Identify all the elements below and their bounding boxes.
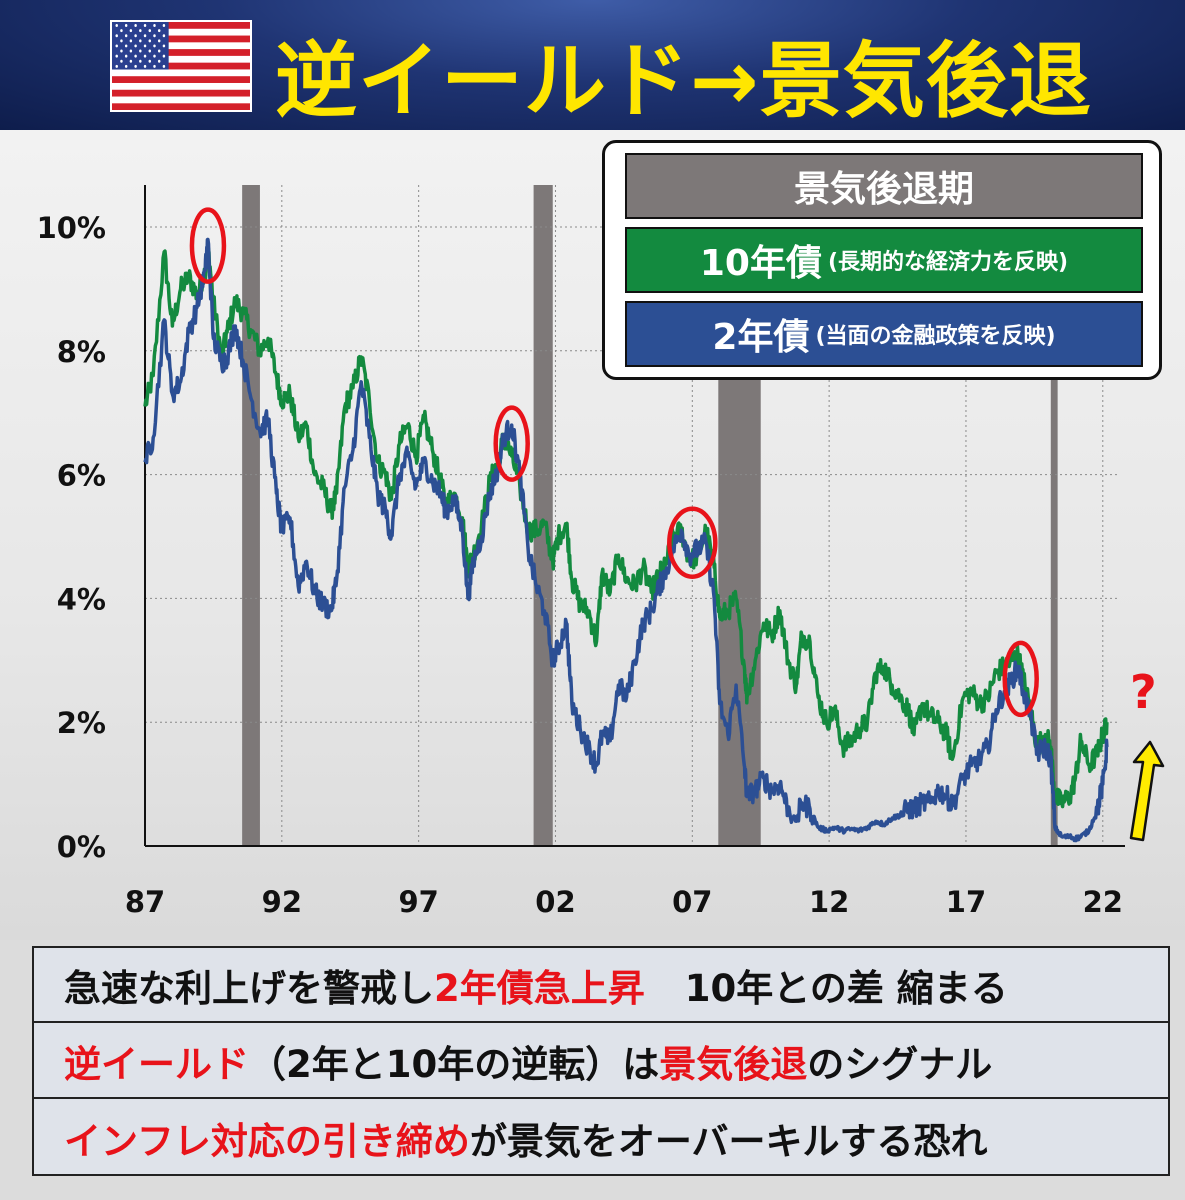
question-mark: ? [1130,665,1157,719]
summary-line-1-text-c: 10年との差 縮まる [684,966,1008,1010]
inversion-circle-3 [667,506,718,579]
summary-line-2-highlight-c: 景気後退 [659,1042,808,1086]
inversion-highlights [189,207,1039,718]
y-tick-label: 4% [57,582,106,616]
summary-line-2-highlight-a: 逆イールド [64,1042,249,1086]
summary-line-2-text-d: のシグナル [807,1042,993,1086]
inversion-circle-1 [189,207,227,284]
x-tick-label: 97 [398,885,438,919]
up-arrow-icon [1129,740,1165,842]
legend-label-2-year: 2年債 [712,317,810,358]
x-tick-labels: 87 92 97 02 07 12 17 22 [125,885,1123,919]
legend-item-10-year: 10年債 (長期的な経済力を反映) [625,227,1143,293]
x-tick-label: 22 [1083,885,1123,919]
x-tick-label: 07 [672,885,712,919]
summary-line-2: 逆イールド （2年と10年の逆転）は 景気後退 のシグナル [34,1024,1168,1099]
legend-note-2-year: (当面の金融政策を反映) [815,324,1056,349]
x-tick-label: 92 [262,885,302,919]
x-tick-label: 02 [535,885,575,919]
summary-line-3-text-b: が景気をオーバーキルする恐れ [469,1119,988,1163]
recession-band-4 [1050,185,1058,846]
y-tick-label: 10% [37,211,106,245]
series-lines [143,237,1109,843]
y-tick-labels: 0% 2% 4% 6% 8% 10% [37,211,106,864]
inversion-circle-4 [1002,640,1039,718]
recession-band-1 [242,185,260,846]
legend-item-2-year: 2年債 (当面の金融政策を反映) [625,301,1143,367]
summary-line-1: 急速な利上げを警戒し 2年債急上昇 10年との差 縮まる [34,948,1168,1023]
legend-item-recession: 景気後退期 [625,153,1143,219]
x-tick-label: 12 [809,885,849,919]
legend-label-10-year: 10年債 [699,243,822,284]
recession-band-2 [533,185,553,846]
us-flag-icon [110,20,252,112]
summary-line-3: インフレ対応の引き締め が景気をオーバーキルする恐れ [34,1100,1168,1175]
series-line-2-year [143,237,1109,843]
y-tick-label: 2% [57,706,106,740]
y-tick-label: 8% [57,335,106,369]
axes [144,185,1125,847]
summary-line-3-highlight: インフレ対応の引き締め [64,1119,470,1163]
summary-line-2-text-b: （2年と10年の逆転）は [249,1042,660,1086]
y-tick-label: 6% [57,459,106,493]
legend: 景気後退期 10年債 (長期的な経済力を反映) 2年債 (当面の金融政策を反映) [602,140,1162,380]
page-title: 逆イールド→景気後退 [275,34,1092,129]
y-tick-label: 0% [57,830,106,864]
x-tick-label: 87 [125,885,165,919]
header-banner: 逆イールド→景気後退 [0,0,1185,130]
summary-line-1-text-a: 急速な利上げを警戒し [64,966,434,1010]
inversion-circle-2 [493,405,530,482]
series-line-10-year [143,238,1109,809]
legend-note-10-year: (長期的な経済力を反映) [827,250,1069,275]
summary-box: 急速な利上げを警戒し 2年債急上昇 10年との差 縮まる 逆イールド （2年と10年の… [32,946,1170,1176]
legend-label-recession: 景気後退期 [793,169,974,210]
x-tick-label: 17 [946,885,986,919]
summary-line-1-highlight: 2年債急上昇 [434,966,645,1010]
